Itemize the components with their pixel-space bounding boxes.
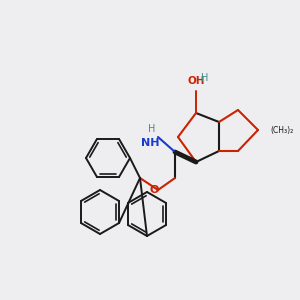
Text: NH: NH bbox=[140, 138, 159, 148]
Text: O: O bbox=[150, 185, 159, 195]
Text: H: H bbox=[201, 73, 208, 83]
Text: OH: OH bbox=[187, 76, 205, 86]
Text: (CH₃)₂: (CH₃)₂ bbox=[270, 125, 293, 134]
Text: H: H bbox=[148, 124, 155, 134]
